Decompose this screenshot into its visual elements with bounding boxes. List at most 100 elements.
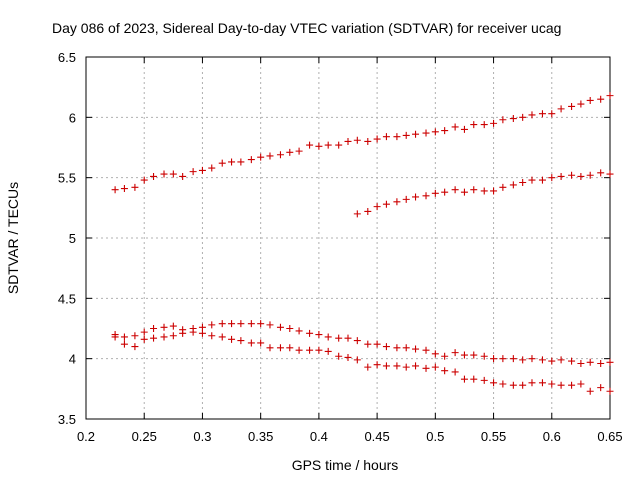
data-point <box>160 333 168 341</box>
data-point <box>393 133 401 141</box>
data-point <box>228 158 236 166</box>
y-tick-label: 4.5 <box>58 291 76 306</box>
data-point <box>228 320 236 328</box>
x-tick-label: 0.5 <box>426 429 444 444</box>
data-point <box>120 333 128 341</box>
data-point <box>364 340 372 348</box>
data-point <box>441 188 449 196</box>
data-point <box>460 125 468 133</box>
data-point <box>344 353 352 361</box>
data-point <box>412 362 420 370</box>
data-point <box>218 320 226 328</box>
data-point <box>451 186 459 194</box>
data-point <box>160 323 168 331</box>
data-point <box>111 186 119 194</box>
data-point <box>179 172 187 180</box>
x-tick-label: 0.4 <box>310 429 328 444</box>
data-point <box>557 381 565 389</box>
data-point <box>460 188 468 196</box>
data-point <box>490 355 498 363</box>
data-point <box>538 379 546 387</box>
data-point <box>597 359 605 367</box>
data-point <box>519 113 527 121</box>
data-point <box>597 384 605 392</box>
data-point <box>451 123 459 131</box>
data-point <box>257 153 265 161</box>
data-point <box>509 181 517 189</box>
data-point <box>509 381 517 389</box>
data-point <box>538 356 546 364</box>
data-point <box>286 325 294 332</box>
data-point <box>344 137 352 145</box>
data-point <box>568 381 576 389</box>
data-point <box>568 171 576 179</box>
data-point <box>509 355 517 363</box>
data-point <box>548 357 556 365</box>
x-tick-label: 0.35 <box>248 429 273 444</box>
data-point <box>412 193 420 201</box>
data-point <box>353 356 361 364</box>
data-point <box>208 332 216 340</box>
data-point <box>402 131 410 139</box>
y-axis-title: SDTVAR / TECUs <box>5 182 21 294</box>
data-point <box>353 210 361 218</box>
data-point <box>431 363 439 371</box>
data-point <box>335 141 343 149</box>
data-points <box>111 92 614 395</box>
data-point <box>228 335 236 343</box>
data-point <box>606 170 614 178</box>
data-point <box>286 344 294 352</box>
x-tick-label: 0.25 <box>132 429 157 444</box>
series-track-3 <box>111 320 614 367</box>
data-point <box>422 364 430 372</box>
data-point <box>131 343 139 351</box>
data-point <box>306 141 314 149</box>
grid <box>86 57 610 419</box>
data-point <box>586 96 594 104</box>
data-point <box>568 357 576 365</box>
y-tick-label: 4 <box>69 352 76 367</box>
data-point <box>315 346 323 354</box>
data-point <box>557 105 565 113</box>
data-point <box>538 110 546 118</box>
data-point <box>451 368 459 376</box>
data-point <box>422 346 430 354</box>
data-point <box>422 192 430 200</box>
data-point <box>490 379 498 387</box>
data-point <box>247 320 255 328</box>
data-point <box>393 198 401 206</box>
data-point <box>373 361 381 369</box>
data-point <box>606 358 614 366</box>
data-point <box>480 121 488 129</box>
series-track-1 <box>111 92 614 194</box>
data-point <box>364 207 372 215</box>
data-point <box>586 387 594 395</box>
data-point <box>597 169 605 177</box>
data-point <box>120 340 128 348</box>
data-point <box>480 352 488 360</box>
data-point <box>335 334 343 342</box>
data-point <box>528 111 536 119</box>
data-point <box>208 321 216 329</box>
data-point <box>441 352 449 360</box>
chart-title: Day 086 of 2023, Sidereal Day-to-day VTE… <box>52 20 561 36</box>
data-point <box>538 176 546 184</box>
x-tick-label: 0.3 <box>193 429 211 444</box>
data-point <box>548 380 556 388</box>
y-tick-label: 6 <box>69 110 76 125</box>
data-point <box>295 147 303 155</box>
data-point <box>412 130 420 138</box>
data-point <box>441 367 449 375</box>
data-point <box>140 335 148 343</box>
data-point <box>160 170 168 178</box>
data-point <box>266 321 274 329</box>
data-point <box>373 135 381 143</box>
data-point <box>586 171 594 179</box>
data-point <box>257 320 265 328</box>
data-point <box>393 362 401 370</box>
data-point <box>335 352 343 360</box>
data-point <box>382 343 390 351</box>
data-point <box>402 363 410 371</box>
series-track-4 <box>111 328 614 395</box>
data-point <box>295 346 303 354</box>
